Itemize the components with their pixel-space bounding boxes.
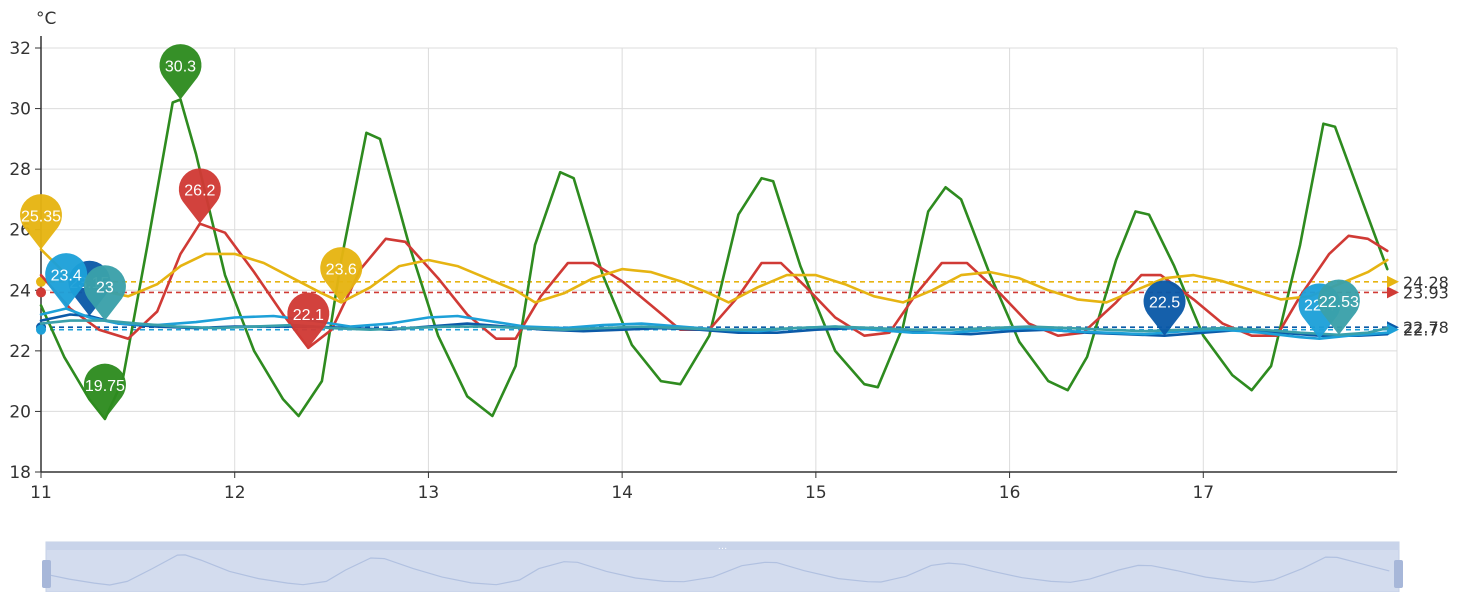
y-tick-label: 30: [9, 100, 31, 120]
value-pin-marker: 23.6: [320, 247, 363, 303]
pin-shape: [1317, 279, 1360, 335]
y-tick-label: 18: [9, 463, 31, 483]
x-tick-label: 15: [805, 483, 827, 503]
zoom-end-handle[interactable]: [1394, 560, 1403, 588]
zoom-selected-range[interactable]: [46, 550, 1399, 592]
y-tick-label: 32: [9, 39, 31, 59]
average-value-label: 23.93: [1403, 283, 1449, 302]
pin-value-label: 25.35: [21, 208, 61, 225]
y-axis-unit: °C: [36, 9, 56, 29]
x-tick-label: 17: [1192, 483, 1214, 503]
pin-shape: [178, 168, 221, 224]
value-pin-marker: 25.35: [19, 194, 62, 250]
pin-shape: [19, 194, 62, 250]
pin-value-label: 23: [96, 280, 114, 297]
y-tick-label: 22: [9, 342, 31, 362]
pin-value-label: 22.53: [1319, 294, 1359, 311]
average-line-arrow: [1387, 323, 1399, 336]
x-tick-label: 14: [611, 483, 633, 503]
value-pin-marker: 23: [83, 265, 126, 321]
average-line-arrow: [1387, 286, 1399, 299]
value-pin-marker: 22.53: [1317, 279, 1360, 335]
value-pin-marker: 23.4: [45, 253, 88, 309]
temperature-series-line: [39, 319, 1389, 337]
pin-shape: [159, 44, 202, 100]
x-tick-label: 12: [224, 483, 246, 503]
y-tick-label: 28: [9, 160, 31, 180]
temperature-series-line: [39, 248, 1389, 304]
temperature-series-line: [39, 98, 1389, 421]
pin-value-label: 22.1: [293, 307, 324, 324]
value-pin-marker: 26.2: [178, 168, 221, 224]
x-tick-label: 16: [999, 483, 1021, 503]
average-value-label: 22.7: [1403, 321, 1439, 340]
min-max-markers: 30.319.7526.222.125.3523.623.1522.523.42…: [19, 44, 1360, 419]
zoom-move-bar[interactable]: [46, 542, 1399, 550]
pin-value-label: 26.2: [184, 183, 215, 200]
value-pin-marker: 30.3: [159, 44, 202, 100]
zoom-start-handle[interactable]: [42, 560, 51, 588]
x-tick-label: 13: [418, 483, 440, 503]
pin-value-label: 19.75: [85, 378, 125, 395]
pin-value-label: 23.4: [51, 267, 82, 284]
pin-shape: [83, 363, 126, 419]
pin-value-label: 22.5: [1149, 295, 1180, 312]
data-zoom-slider[interactable]: …: [42, 541, 1403, 592]
pin-value-label: 30.3: [165, 58, 196, 75]
series-lines: [39, 98, 1389, 421]
pin-shape: [320, 247, 363, 303]
average-value-label: 24.28: [1403, 273, 1449, 292]
pin-value-label: 23.6: [326, 261, 357, 278]
zoom-preview-line: [45, 554, 1390, 586]
pin-shape: [1143, 280, 1186, 336]
zoom-move-grip[interactable]: …: [718, 541, 728, 552]
average-line-start-dot: [36, 287, 46, 298]
y-tick-label: 20: [9, 402, 31, 422]
y-tick-label: 24: [9, 281, 31, 301]
value-pin-marker: 22.5: [1143, 280, 1186, 336]
value-pin-marker: 19.75: [83, 363, 126, 419]
value-pin-marker: 22.1: [287, 292, 330, 348]
average-value-label: 22.78: [1403, 318, 1449, 337]
pin-shape: [287, 292, 330, 348]
pin-shape: [45, 253, 88, 309]
average-line-start-dot: [36, 324, 46, 335]
pin-shape: [83, 265, 126, 321]
average-line-arrow: [1387, 275, 1399, 288]
x-tick-label: 11: [30, 483, 52, 503]
